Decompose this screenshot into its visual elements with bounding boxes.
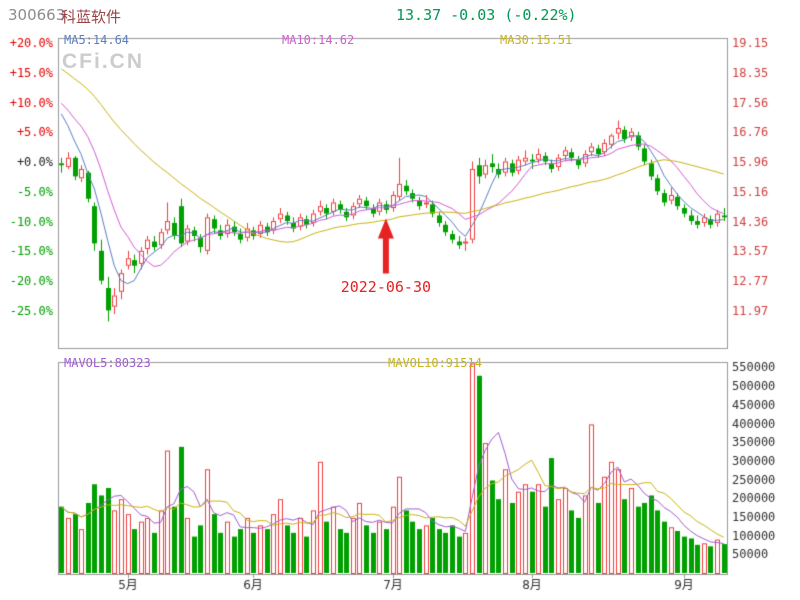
kline-chart-canvas xyxy=(0,0,800,600)
stock-chart-page: 300663 科蓝软件 13.37 -0.03 (-0.22%) MA5:14.64… xyxy=(0,0,800,600)
